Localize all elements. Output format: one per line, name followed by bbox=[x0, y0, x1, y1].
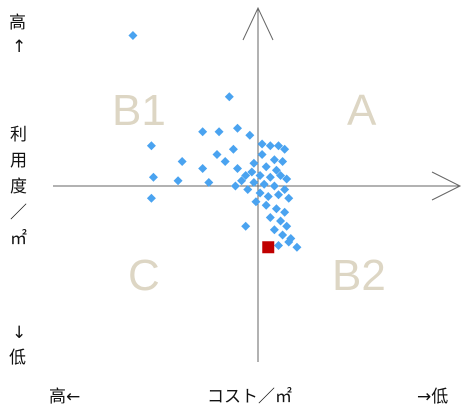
data-point bbox=[280, 185, 290, 194]
data-point bbox=[257, 150, 267, 159]
y-label-char-5: ㎡ bbox=[10, 229, 27, 249]
x-axis-title: コスト／㎡ bbox=[207, 387, 292, 407]
data-point bbox=[241, 221, 251, 231]
data-point bbox=[224, 92, 234, 102]
quadrant-label-b2: B2 bbox=[332, 251, 386, 300]
data-point bbox=[284, 237, 294, 247]
data-points bbox=[128, 31, 302, 252]
data-point bbox=[292, 242, 302, 252]
data-point bbox=[146, 141, 156, 151]
data-point bbox=[259, 179, 269, 189]
x-left-label: 高← bbox=[49, 387, 80, 407]
data-point bbox=[249, 158, 259, 168]
data-point bbox=[245, 130, 255, 140]
data-point bbox=[269, 155, 279, 165]
data-point bbox=[274, 241, 283, 250]
data-point bbox=[243, 185, 253, 194]
data-point bbox=[271, 204, 281, 214]
data-point bbox=[128, 31, 138, 40]
y-top-label-arrow: ↑ bbox=[12, 37, 26, 57]
data-point bbox=[255, 171, 265, 180]
data-point bbox=[276, 216, 286, 226]
data-point bbox=[261, 162, 271, 172]
data-point bbox=[146, 193, 156, 203]
data-point bbox=[255, 188, 265, 198]
data-point bbox=[269, 225, 279, 235]
data-point bbox=[284, 193, 294, 203]
data-point bbox=[251, 197, 261, 207]
y-top-label-high: 高 bbox=[9, 13, 26, 33]
data-point bbox=[241, 171, 251, 180]
y-bottom-label-arrow: ↓ bbox=[12, 323, 26, 343]
data-point bbox=[198, 164, 208, 173]
data-point bbox=[212, 150, 222, 159]
y-axis-arrowhead bbox=[242, 6, 274, 41]
data-point bbox=[265, 213, 275, 222]
y-label-char-2: 用 bbox=[10, 151, 27, 171]
data-point bbox=[282, 221, 292, 231]
y-bottom-label-low: 低 bbox=[9, 348, 26, 368]
data-point bbox=[274, 141, 283, 151]
data-point bbox=[177, 157, 187, 166]
data-point bbox=[173, 176, 183, 186]
quadrant-label-b1: B1 bbox=[112, 86, 166, 135]
data-point bbox=[249, 178, 259, 187]
data-point bbox=[214, 127, 224, 137]
highlight-point-layer bbox=[262, 241, 275, 254]
data-point bbox=[247, 167, 257, 177]
data-point bbox=[280, 207, 290, 217]
x-axis-arrowhead bbox=[431, 171, 462, 201]
data-point bbox=[280, 144, 290, 154]
highlight-data-point bbox=[262, 241, 275, 254]
data-point bbox=[276, 171, 286, 180]
data-point bbox=[265, 172, 275, 182]
data-point bbox=[271, 165, 281, 175]
y-label-char-3: 度 bbox=[10, 177, 27, 197]
data-point bbox=[257, 139, 267, 149]
data-point bbox=[263, 192, 273, 201]
data-point bbox=[233, 164, 242, 173]
data-point bbox=[228, 144, 238, 154]
data-point bbox=[269, 181, 279, 191]
data-point bbox=[230, 181, 240, 191]
data-point bbox=[204, 178, 214, 187]
y-label-char-1: 利 bbox=[10, 125, 27, 145]
data-point bbox=[261, 200, 271, 210]
data-point bbox=[237, 176, 247, 186]
data-point bbox=[220, 157, 230, 166]
data-point bbox=[278, 230, 288, 240]
y-label-char-4: ／ bbox=[10, 203, 27, 223]
quadrant-label-a: A bbox=[347, 86, 377, 135]
data-point bbox=[233, 123, 242, 133]
x-right-label: →低 bbox=[417, 387, 448, 407]
data-point bbox=[265, 141, 275, 151]
data-point bbox=[278, 157, 288, 166]
data-point bbox=[282, 174, 292, 184]
data-point bbox=[274, 190, 283, 200]
data-point bbox=[198, 127, 208, 137]
data-point bbox=[148, 172, 158, 182]
quadrant-label-c: C bbox=[128, 251, 160, 300]
